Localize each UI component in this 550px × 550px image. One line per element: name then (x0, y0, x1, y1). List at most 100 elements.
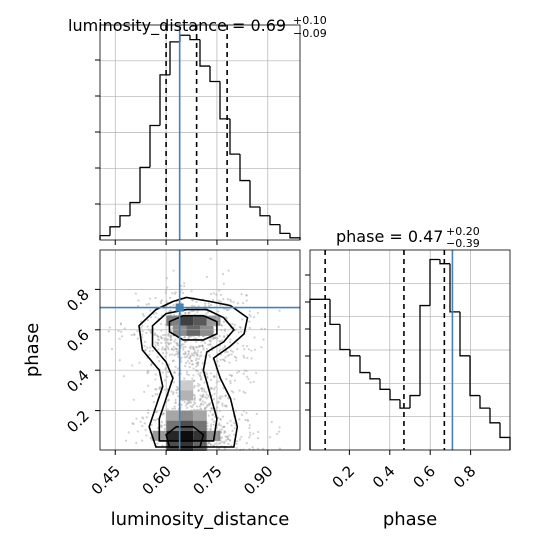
scatter-point (255, 412, 258, 416)
scatter-point (212, 423, 215, 426)
scatter-point (149, 330, 152, 333)
scatter-point (174, 291, 177, 294)
scatter-point (177, 351, 180, 354)
scatter-point (166, 408, 169, 411)
contour-inner-lower (165, 426, 205, 448)
scatter-point (209, 386, 213, 390)
scatter-point (162, 412, 165, 415)
scatter-point (223, 359, 226, 363)
scatter-point (191, 363, 194, 366)
scatter-point (160, 424, 163, 427)
hist-luminosity-bar-10 (199, 39, 210, 67)
scatter-point (247, 377, 250, 381)
scatter-point (203, 390, 206, 393)
scatter-point (230, 374, 233, 377)
scatter-point (220, 324, 224, 327)
scatter-point (224, 356, 227, 359)
scatter-point (245, 299, 248, 302)
scatter-point (193, 347, 196, 350)
scatter-point (228, 353, 231, 356)
scatter-point (204, 304, 207, 308)
scatter-point (212, 398, 215, 401)
scatter-point (134, 292, 137, 295)
scatter-point (222, 320, 225, 323)
scatter-point (208, 304, 211, 307)
scatter-point (169, 334, 172, 337)
scatter-point (231, 429, 234, 432)
scatter-point (154, 316, 157, 319)
scatter-point (248, 447, 251, 451)
scatter-point (192, 379, 196, 383)
scatter-point (225, 317, 228, 320)
density-cell-12 (166, 420, 180, 431)
density-cell-5 (186, 325, 200, 336)
scatter-point (187, 350, 190, 353)
scatter-point (149, 437, 152, 440)
scatter-point (244, 391, 247, 395)
scatter-point (159, 300, 162, 303)
scatter-point (169, 338, 172, 341)
scatter-point (189, 355, 192, 358)
scatter-point (153, 332, 156, 335)
scatter-point (162, 412, 165, 415)
scatter-point (204, 407, 207, 410)
scatter-point (196, 385, 199, 388)
scatter-point (227, 437, 230, 441)
scatter-point (120, 335, 124, 338)
scatter-point (211, 345, 214, 348)
scatter-point (160, 426, 163, 429)
scatter-point (188, 366, 191, 369)
scatter-point (219, 397, 222, 400)
scatter-point (161, 346, 164, 349)
scatter-point (221, 415, 225, 418)
scatter-point (201, 395, 204, 399)
scatter-point (170, 338, 173, 341)
scatter-point (221, 347, 224, 350)
scatter-point (174, 365, 177, 368)
scatter-point (149, 331, 153, 334)
scatter-point (197, 362, 200, 365)
scatter-point (176, 343, 179, 346)
scatter-point (169, 335, 173, 338)
scatter-point (226, 422, 229, 425)
scatter-point (250, 349, 253, 352)
scatter-point (196, 361, 200, 364)
scatter-point (227, 308, 230, 311)
scatter-point (157, 338, 160, 341)
scatter-point (188, 346, 192, 349)
scatter-point (220, 339, 224, 342)
scatter-point (201, 394, 204, 397)
scatter-point (219, 418, 222, 421)
scatter-point (204, 390, 207, 394)
scatter-point (207, 441, 210, 444)
scatter-point (220, 431, 223, 434)
scatter-point (209, 425, 213, 428)
scatter-point (177, 395, 180, 398)
scatter-point (257, 430, 260, 434)
scatter-point (242, 390, 245, 393)
scatter-point (201, 344, 204, 347)
panel-hist-luminosity (99, 24, 301, 241)
scatter-point (145, 303, 148, 306)
scatter-point (132, 422, 135, 426)
scatter-point (191, 299, 194, 302)
scatter-point (175, 385, 179, 389)
scatter-point (192, 393, 195, 397)
scatter-point (179, 360, 183, 363)
scatter-point (168, 363, 171, 366)
scatter-point (184, 345, 187, 349)
ticklabel-phase-x-0: 0.2 (329, 462, 359, 492)
scatter-point (277, 325, 280, 328)
panel-hist-phase (309, 249, 511, 451)
scatter-point (219, 323, 223, 326)
scatter-point (191, 346, 195, 349)
scatter-point (193, 386, 196, 389)
scatter-point (139, 420, 142, 423)
scatter-point (237, 331, 240, 334)
scatter-point (182, 346, 185, 349)
scatter-point (202, 403, 205, 406)
scatter-point (205, 347, 209, 351)
scatter-point (241, 302, 245, 305)
scatter-point (156, 427, 159, 430)
